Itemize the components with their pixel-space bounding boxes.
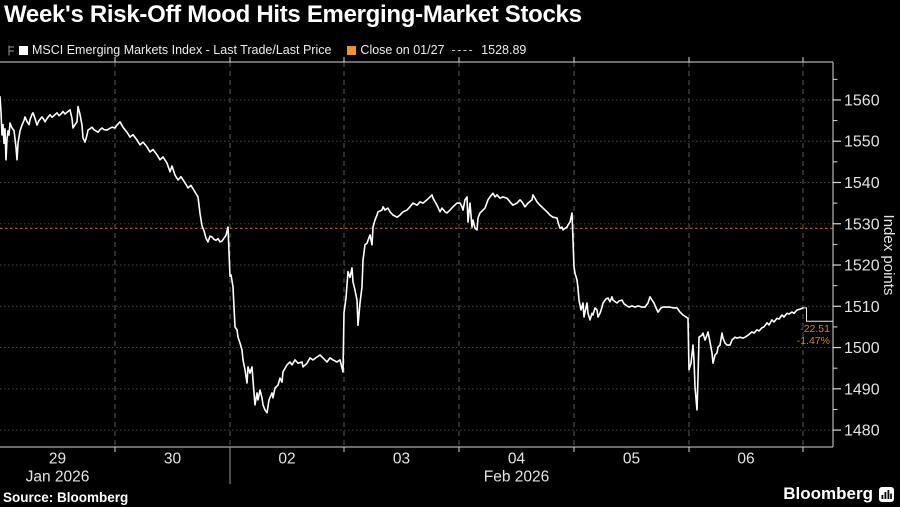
- day-label: 06: [737, 451, 754, 468]
- day-label: 29: [49, 451, 66, 468]
- y-tick-label: 1560: [844, 92, 880, 109]
- close-swatch-icon: [347, 45, 357, 55]
- day-label: 30: [164, 451, 182, 468]
- pct-change-label: -1.47%: [797, 335, 830, 347]
- series-label: MSCI Emerging Markets Index - Last Trade…: [32, 43, 332, 57]
- close-value: 1528.89: [481, 43, 527, 57]
- x-axis-ticks: [114, 57, 804, 452]
- day-label: 04: [508, 451, 526, 468]
- y-tick-label: 1480: [844, 423, 880, 440]
- y-tick-label: 1520: [844, 258, 880, 275]
- y-tick-label: 1530: [844, 216, 880, 233]
- y-tick-label: 1510: [844, 299, 880, 316]
- bloomberg-logo: Bloomberg: [783, 484, 894, 504]
- price-line: [0, 95, 804, 414]
- horizontal-gridlines: [0, 99, 833, 431]
- x-axis-labels: 29 30 02 03 04 05 06 Jan 2026 Feb 2026: [26, 451, 755, 486]
- series-swatch-icon: [19, 45, 28, 55]
- bloomberg-logo-text: Bloomberg: [783, 484, 873, 503]
- y-tick-label: 1540: [844, 175, 880, 192]
- day-label: 03: [393, 451, 410, 468]
- plot-borders: [0, 61, 834, 448]
- bloomberg-logo-icon: [879, 486, 894, 502]
- y-tick-label: 1500: [844, 340, 880, 357]
- net-change-label: -22.51: [800, 323, 830, 335]
- month-label: Jan 2026: [26, 469, 90, 486]
- vertical-gridlines: [114, 62, 804, 447]
- legend-grip-icon: [8, 45, 15, 56]
- month-label: Feb 2026: [484, 469, 550, 486]
- source-label: Source: Bloomberg: [3, 490, 129, 505]
- close-label: Close on 01/27: [360, 43, 445, 57]
- day-label: 05: [623, 451, 640, 468]
- y-tick-label: 1550: [844, 134, 880, 151]
- close-line-style-glyph: ----: [451, 43, 475, 57]
- chart-legend: MSCI Emerging Markets Index - Last Trade…: [8, 43, 526, 57]
- y-tick-label: 1490: [844, 381, 880, 398]
- day-label: 02: [278, 451, 295, 468]
- last-price-annotation: -22.51-1.47%: [797, 307, 833, 347]
- y-axis-title: Index points: [880, 215, 897, 296]
- y-axis: 1480 1490 1500 1510 1520 1530 1540 1550 1560: [833, 78, 880, 440]
- page-title: Week's Risk-Off Mood Hits Emerging-Marke…: [4, 1, 582, 28]
